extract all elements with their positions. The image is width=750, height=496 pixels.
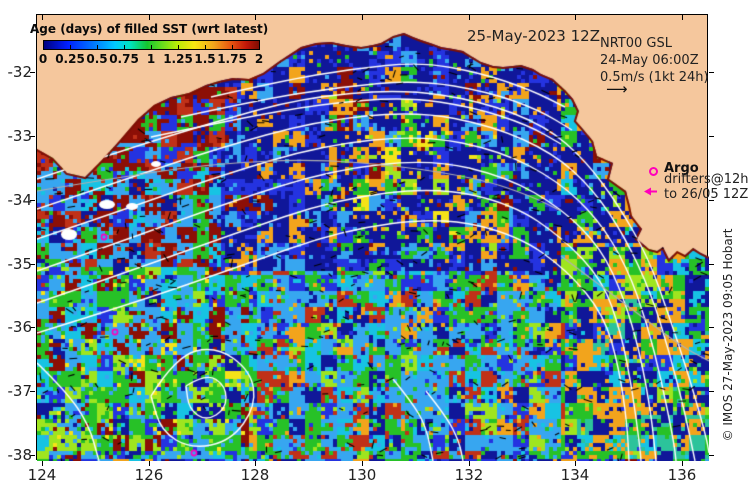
colorbar-title: Age (days) of filled SST (wrt latest) [30, 22, 269, 36]
argo-float-marker-icon [649, 167, 658, 176]
x-axis-tick-label: 128 [240, 466, 270, 484]
y-axis-tick-label: -37 [7, 382, 33, 400]
model-info-label: NRT00 GSL 24-May 06:00Z 0.5m/s (1kt 24h) [600, 35, 709, 86]
axis-tick [709, 327, 714, 328]
axis-tick [255, 15, 256, 20]
valid-time-label: 25-May-2023 12Z [467, 27, 600, 45]
colorbar-tick-label: 0.75 [109, 52, 139, 66]
colorbar-tick [151, 45, 152, 50]
y-axis-tick-label: -35 [7, 255, 33, 273]
axis-tick [575, 461, 576, 466]
axis-tick [682, 461, 683, 466]
argo-legend-title: Argo [664, 161, 699, 176]
axis-tick [362, 15, 363, 20]
x-axis-tick-label: 124 [27, 466, 57, 484]
colorbar-tick-label: 1.25 [163, 52, 193, 66]
axis-tick [255, 461, 256, 466]
axis-tick [30, 200, 35, 201]
scale-arrow-icon: ⟶ [606, 80, 628, 98]
y-axis-tick-label: -32 [7, 63, 33, 81]
colorbar-tick [232, 45, 233, 50]
x-axis-tick-label: 130 [347, 466, 377, 484]
current-scale: 0.5m/s (1kt 24h) [600, 70, 709, 85]
x-axis-tick-label: 126 [134, 466, 164, 484]
axis-tick [42, 461, 43, 466]
axis-tick [149, 461, 150, 466]
colorbar-tick [97, 45, 98, 50]
axis-tick [709, 72, 714, 73]
axis-tick [469, 461, 470, 466]
colorbar-tick-label: 1.5 [194, 52, 216, 66]
axis-tick [709, 264, 714, 265]
colorbar-tick-label: 0.5 [86, 52, 108, 66]
axis-tick [30, 455, 35, 456]
axis-tick [149, 15, 150, 20]
colorbar-tick [205, 45, 206, 50]
colorbar-tick-label: 1.75 [217, 52, 247, 66]
axis-tick [362, 461, 363, 466]
ocean-data-canvas [37, 15, 709, 461]
colorbar-tick [124, 45, 125, 50]
axis-tick [30, 136, 35, 137]
colorbar-tick-label: 0.25 [55, 52, 85, 66]
map-plot-area [36, 14, 709, 461]
y-axis-tick-label: -34 [7, 191, 33, 209]
x-axis-tick-label: 136 [667, 466, 697, 484]
colorbar-tick-label: 0 [38, 52, 48, 66]
argo-legend-line1: drifters@12h [664, 172, 749, 187]
colorbar-tick [43, 45, 44, 50]
x-axis-tick-label: 134 [560, 466, 590, 484]
axis-tick [682, 15, 683, 20]
colorbar-tick [178, 45, 179, 50]
drifter-arrow-icon [644, 181, 658, 200]
axis-tick [30, 72, 35, 73]
y-axis-tick-label: -38 [7, 446, 33, 464]
axis-tick [30, 391, 35, 392]
axis-tick [709, 455, 714, 456]
axis-tick [42, 15, 43, 20]
colorbar-tick-label: 2 [254, 52, 264, 66]
model-name: NRT00 GSL [600, 36, 672, 51]
imos-credit: © IMOS 27-May-2023 09:05 Hobart [721, 228, 735, 442]
y-axis-tick-label: -33 [7, 127, 33, 145]
axis-tick [709, 200, 714, 201]
y-axis-tick-label: -36 [7, 318, 33, 336]
model-time: 24-May 06:00Z [600, 53, 699, 68]
axis-tick [30, 264, 35, 265]
argo-legend-line2: to 26/05 12Z [664, 187, 749, 202]
axis-tick [709, 391, 714, 392]
axis-tick [469, 15, 470, 20]
axis-tick [575, 15, 576, 20]
colorbar-tick [70, 45, 71, 50]
axis-tick [30, 327, 35, 328]
axis-tick [709, 136, 714, 137]
colorbar-tick-label: 1 [146, 52, 156, 66]
colorbar-tick [259, 45, 260, 50]
x-axis-tick-label: 132 [454, 466, 484, 484]
